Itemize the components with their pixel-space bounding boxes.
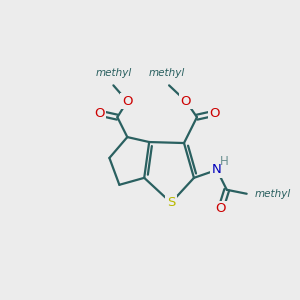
Text: O: O (210, 107, 220, 120)
Text: methyl: methyl (149, 68, 185, 78)
Text: methyl: methyl (255, 189, 291, 199)
Text: O: O (181, 95, 191, 108)
Text: O: O (216, 202, 226, 215)
Text: N: N (212, 164, 222, 176)
Text: O: O (122, 95, 133, 108)
Text: O: O (94, 107, 105, 120)
Text: S: S (167, 196, 175, 209)
Text: methyl: methyl (95, 68, 131, 78)
Text: H: H (219, 155, 228, 168)
